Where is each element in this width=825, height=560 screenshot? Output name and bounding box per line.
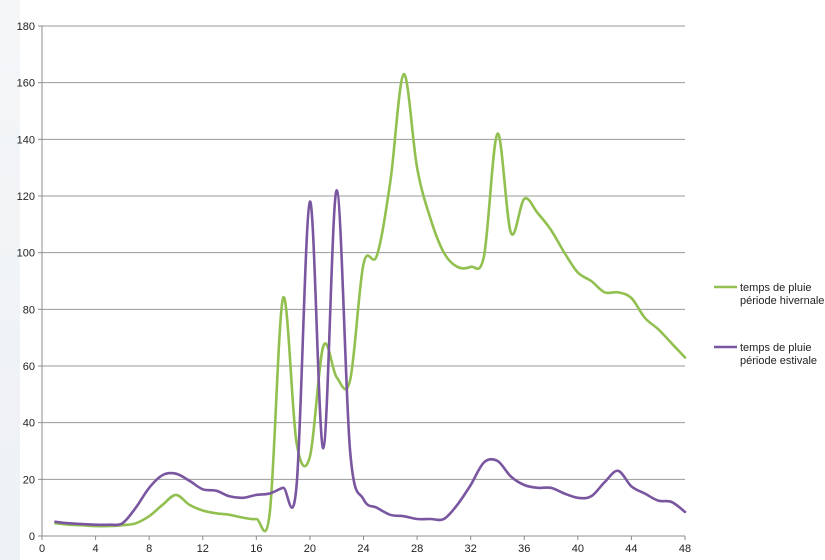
legend-label: temps de pluie <box>740 342 812 354</box>
window-edge <box>0 0 20 560</box>
y-tick-label: 0 <box>29 531 35 543</box>
x-tick-label: 36 <box>518 543 530 555</box>
x-tick-label: 12 <box>197 543 209 555</box>
x-tick-label: 16 <box>250 543 262 555</box>
legend-label: temps de pluie <box>740 282 812 294</box>
y-tick-label: 180 <box>17 21 35 33</box>
y-tick-label: 60 <box>23 361 35 373</box>
y-tick-label: 80 <box>23 304 35 316</box>
x-tick-label: 20 <box>304 543 316 555</box>
legend-label: période estivale <box>740 355 817 367</box>
x-tick-label: 40 <box>572 543 584 555</box>
y-tick-label: 120 <box>17 191 35 203</box>
y-tick-label: 20 <box>23 474 35 486</box>
series-line-2 <box>54 188 687 527</box>
legend-label: période hivernale <box>740 295 824 307</box>
series-group <box>54 72 687 533</box>
y-axis-ticks: 0 20 40 60 80 100 120 140 160 180 <box>17 21 42 543</box>
x-tick-label: 28 <box>411 543 423 555</box>
y-tick-label: 40 <box>23 418 35 430</box>
x-tick-label: 24 <box>357 543 369 555</box>
y-tick-label: 140 <box>17 134 35 146</box>
x-tick-label: 4 <box>93 543 99 555</box>
y-tick-label: 100 <box>17 248 35 260</box>
chart-area <box>28 18 820 556</box>
x-tick-label: 0 <box>39 543 45 555</box>
x-tick-label: 32 <box>465 543 477 555</box>
x-tick-label: 48 <box>679 543 691 555</box>
x-tick-label: 44 <box>625 543 637 555</box>
x-tick-label: 8 <box>146 543 152 555</box>
y-tick-label: 160 <box>17 78 35 90</box>
x-axis-ticks: 0 4 8 12 16 20 24 28 32 36 40 44 48 <box>39 536 691 555</box>
series-line-1 <box>54 72 687 533</box>
